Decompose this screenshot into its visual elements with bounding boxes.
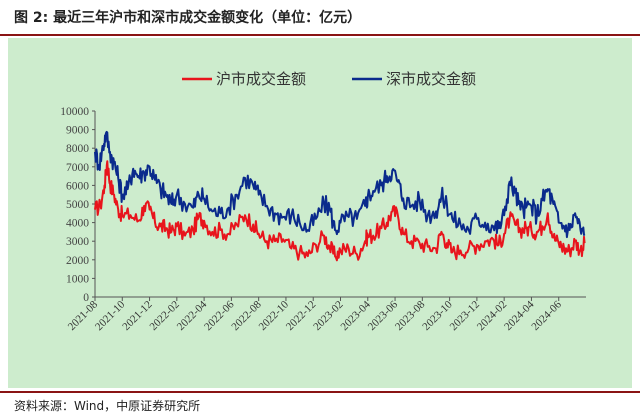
y-tick-label: 3000: [66, 236, 89, 248]
legend-label-sh: 沪市成交金额: [216, 70, 306, 88]
x-axis: 2021-082021-102021-122022-022022-042022-…: [66, 296, 586, 333]
y-tick-label: 9000: [66, 125, 89, 137]
y-tick-label: 7000: [66, 162, 89, 174]
y-tick-label: 10000: [60, 106, 89, 118]
legend-label-sz: 深市成交金额: [386, 70, 476, 88]
figure-title-bar: 图 2: 最近三年沪市和深市成交金额变化（单位：亿元）: [0, 0, 640, 30]
y-axis: 0 1000 2000 3000 4000 5000 6000 7000 8000 9000 100…: [60, 106, 96, 304]
y-tick-label: 0: [83, 292, 89, 304]
y-tick-label: 2000: [66, 255, 89, 267]
series-line-sz: [94, 130, 586, 239]
title-rule: [0, 34, 640, 36]
legend: 沪市成交金额 深市成交金额: [182, 70, 476, 88]
chart-background: [8, 38, 632, 388]
y-tick-label: 8000: [66, 143, 89, 155]
y-tick-label: 6000: [66, 180, 89, 192]
source-note: 资料来源：Wind，中原证券研究所: [14, 399, 201, 413]
y-tick-label: 4000: [66, 218, 89, 230]
y-tick-label: 1000: [66, 273, 89, 285]
series-line-sh: [94, 160, 586, 262]
series-lines: [94, 130, 586, 262]
y-tick-label: 5000: [66, 199, 89, 211]
x-tick-label: 2024-06: [529, 298, 564, 333]
footer-rule: [0, 391, 640, 393]
figure-title: 图 2: 最近三年沪市和深市成交金额变化（单位：亿元）: [14, 10, 362, 26]
